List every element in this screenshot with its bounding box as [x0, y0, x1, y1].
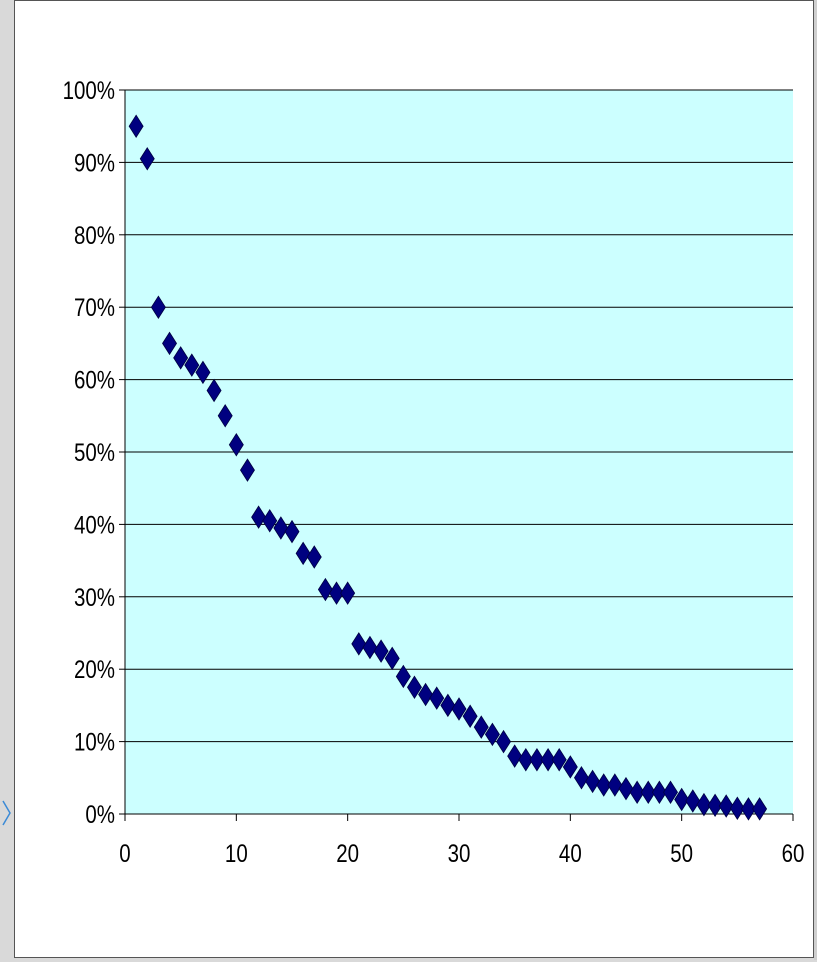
data-point: [484, 722, 500, 747]
data-point: [496, 729, 512, 754]
data-point: [718, 794, 734, 818]
data-point: [585, 769, 601, 794]
data-point: [685, 789, 701, 813]
x-tick-label: 50: [670, 839, 693, 867]
chart-panel: 0% 10% 20% 30% 40% 50% 60% 70% 80% 90% 100% 0 10 20 30…: [14, 0, 814, 958]
data-point: [173, 346, 189, 370]
data-point: [273, 516, 289, 540]
y-tick-label: 10%: [74, 728, 115, 756]
y-tick-label: 0%: [85, 800, 115, 828]
data-point: [752, 797, 768, 821]
data-point: [384, 646, 400, 671]
data-point: [740, 797, 756, 821]
data-point: [551, 747, 567, 772]
x-tick-label: 10: [225, 839, 248, 867]
data-point: [507, 744, 523, 768]
data-point: [451, 697, 467, 721]
data-point: [295, 541, 311, 566]
y-tick-label: 80%: [74, 221, 115, 249]
y-tick-label: 30%: [74, 583, 115, 611]
y-tick-label: 60%: [74, 366, 115, 394]
data-point: [340, 581, 356, 605]
y-tick-label: 50%: [74, 438, 115, 466]
x-tick-label: 20: [336, 839, 359, 867]
data-point: [162, 331, 178, 356]
data-point: [440, 693, 456, 718]
data-point: [596, 773, 612, 797]
data-point: [651, 780, 667, 805]
tick-labels: 0% 10% 20% 30% 40% 50% 60% 70% 80% 90% 100% 0 10 20 30…: [63, 76, 805, 867]
data-point: [251, 505, 267, 529]
data-point: [406, 675, 422, 700]
data-point: [462, 704, 478, 729]
scatter-chart: 0% 10% 20% 30% 40% 50% 60% 70% 80% 90% 100% 0 10 20 30…: [63, 76, 805, 867]
data-point: [540, 747, 556, 772]
data-point: [640, 780, 656, 805]
window-edge: [814, 0, 817, 960]
data-point: [128, 114, 144, 138]
gridlines: [125, 89, 793, 743]
data-point: [184, 353, 200, 377]
y-tick-label: 90%: [74, 148, 115, 176]
selection-handle-icon: [2, 800, 12, 831]
data-point: [473, 715, 489, 739]
data-point: [707, 793, 723, 818]
data-point: [329, 581, 345, 605]
data-point: [228, 433, 244, 457]
data-point: [429, 686, 445, 710]
x-tick-label: 40: [559, 839, 582, 867]
data-point: [529, 747, 545, 772]
data-point: [150, 295, 166, 319]
data-point: [317, 577, 333, 602]
data-point: [306, 545, 322, 569]
data-point: [373, 639, 389, 663]
data-point: [284, 519, 300, 544]
data-point: [618, 776, 634, 801]
y-tick-label: 20%: [74, 655, 115, 683]
x-tick-label: 30: [448, 839, 471, 867]
data-point: [195, 360, 211, 385]
data-point: [206, 378, 222, 403]
data-point: [562, 755, 578, 779]
data-point: [262, 509, 278, 533]
data-point: [139, 147, 155, 171]
y-tick-label: 40%: [74, 510, 115, 538]
data-point: [362, 635, 378, 660]
x-tick-label: 60: [782, 839, 805, 867]
data-point: [418, 682, 434, 707]
x-tick-label: 0: [119, 839, 130, 867]
data-point: [573, 766, 589, 790]
data-point: [729, 796, 745, 820]
data-point: [674, 787, 690, 812]
data-points: [128, 114, 768, 821]
y-tick-label: 70%: [74, 293, 115, 321]
y-tick-label: 100%: [63, 76, 115, 104]
data-point: [395, 664, 411, 689]
data-point: [518, 747, 534, 772]
axes: [119, 89, 794, 821]
data-point: [663, 780, 679, 805]
data-point: [629, 780, 645, 805]
data-point: [696, 792, 712, 817]
data-point: [607, 773, 623, 797]
data-point: [351, 632, 367, 656]
data-point: [217, 404, 233, 428]
data-point: [239, 458, 255, 482]
